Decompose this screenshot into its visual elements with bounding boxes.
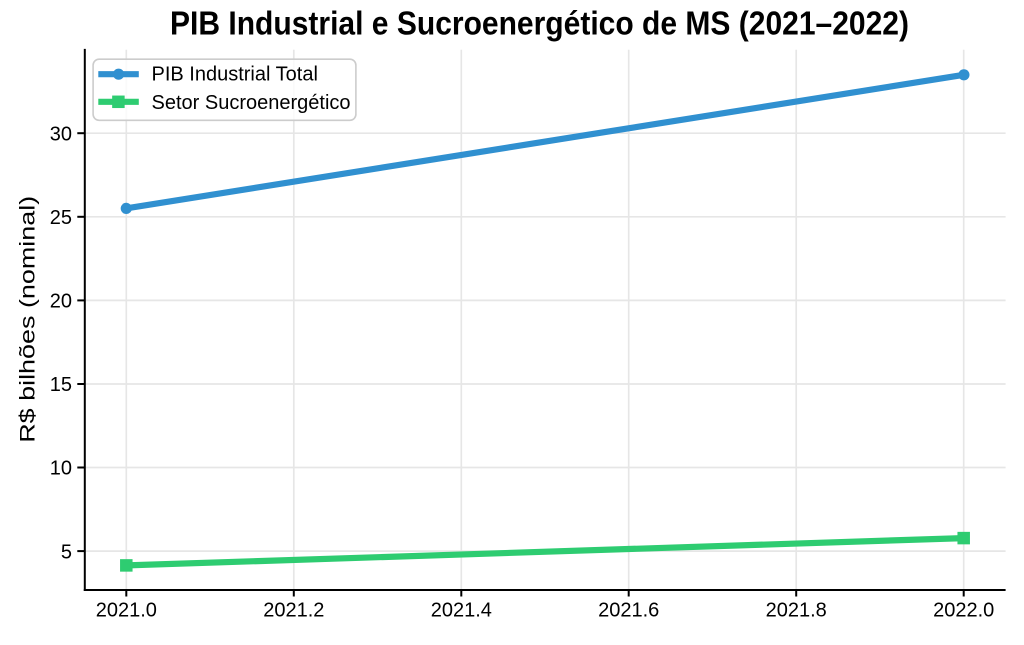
svg-text:2021.6: 2021.6	[598, 600, 659, 622]
svg-text:2021.8: 2021.8	[766, 600, 827, 622]
svg-text:2021.2: 2021.2	[263, 600, 324, 622]
svg-text:10: 10	[50, 458, 72, 480]
svg-text:15: 15	[50, 374, 72, 396]
svg-text:PIB Industrial e Sucroenergéti: PIB Industrial e Sucroenergético de MS (…	[170, 5, 909, 42]
svg-text:2021.0: 2021.0	[96, 600, 157, 622]
svg-text:Setor Sucroenergético: Setor Sucroenergético	[152, 92, 351, 114]
svg-text:2021.4: 2021.4	[431, 600, 492, 622]
svg-text:R$ bilhões (nominal): R$ bilhões (nominal)	[17, 196, 40, 443]
svg-text:25: 25	[50, 207, 72, 229]
svg-text:30: 30	[50, 123, 72, 145]
svg-text:20: 20	[50, 291, 72, 313]
svg-text:PIB Industrial Total: PIB Industrial Total	[152, 64, 318, 86]
svg-text:2022.0: 2022.0	[933, 600, 994, 622]
svg-text:5: 5	[61, 541, 72, 563]
